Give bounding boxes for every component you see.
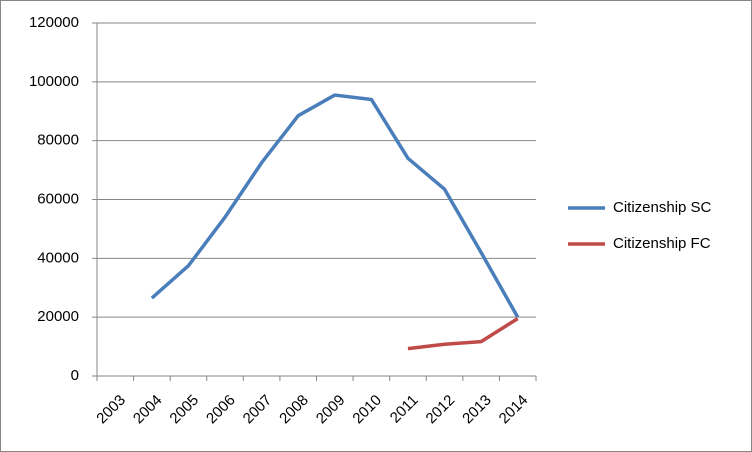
series-line [150,93,520,319]
y-tick-label: 120000 [29,14,79,31]
y-tick-label: 20000 [37,308,79,325]
y-tick-label: 40000 [37,249,79,266]
y-tick-label: 0 [71,367,79,384]
legend-label: Citizenship SC [613,199,712,216]
legend-label: Citizenship FC [613,235,711,252]
y-tick-label: 100000 [29,73,79,90]
y-tick-label: 60000 [37,190,79,207]
series-line [407,317,519,351]
y-tick-label: 80000 [37,132,79,149]
